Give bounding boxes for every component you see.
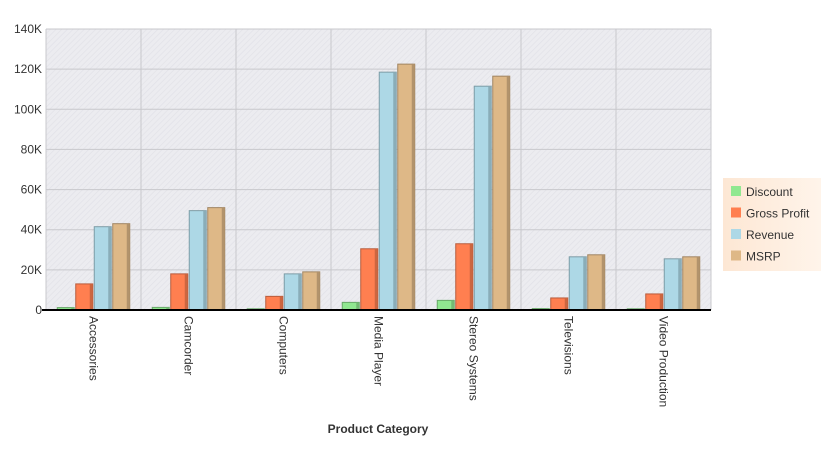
legend-swatch: [731, 250, 741, 261]
legend-item-label: Discount: [746, 185, 793, 199]
bar-edge: [298, 273, 302, 310]
bar-edge: [583, 256, 587, 310]
x-tick-label: Televisions: [562, 316, 576, 375]
y-tick-label: 140K: [14, 22, 42, 36]
legend-item-label: Revenue: [746, 228, 794, 242]
bar-edge: [506, 76, 510, 311]
x-tick-label: Computers: [277, 316, 291, 375]
y-tick-label: 60K: [21, 183, 42, 197]
bar-edge: [221, 207, 225, 310]
legend-item-label: Gross Profit: [746, 207, 810, 221]
legend-item-label: MSRP: [746, 250, 781, 264]
bar-edge: [166, 307, 170, 310]
bar-edge: [678, 258, 682, 310]
x-tick-label: Media Player: [372, 316, 386, 386]
bar-edge: [393, 72, 397, 311]
bar-edge: [601, 254, 605, 310]
x-tick-label: Camcorder: [182, 316, 196, 375]
x-tick-label: Video Production: [657, 316, 671, 407]
y-tick-label: 20K: [21, 263, 42, 277]
bar-edge: [108, 226, 112, 310]
y-tick-label: 80K: [21, 142, 42, 156]
bar-edge: [89, 283, 93, 310]
y-tick-label: 120K: [14, 62, 42, 76]
bar-edge: [488, 86, 492, 310]
x-axis-title: Product Category: [328, 422, 429, 436]
legend-swatch: [731, 229, 741, 239]
bar-edge: [126, 223, 130, 310]
bar-edge: [659, 293, 663, 310]
bar-edge: [279, 296, 283, 310]
bar-edge: [411, 64, 415, 310]
legend-swatch: [731, 186, 741, 196]
bar-edge: [184, 273, 188, 310]
plot-area: [46, 29, 711, 310]
y-tick-label: 40K: [21, 223, 42, 237]
y-tick-label: 0: [35, 303, 42, 317]
bar-edge: [203, 210, 207, 310]
legend-swatch: [731, 207, 741, 218]
bar-edge: [71, 307, 75, 310]
bar-edge: [316, 271, 320, 310]
bar-edge: [451, 300, 455, 310]
bar-edge: [564, 297, 568, 310]
x-tick-label: Accessories: [87, 316, 101, 381]
y-tick-label: 100K: [14, 102, 42, 116]
bar-edge: [374, 248, 378, 310]
bar-edge: [696, 256, 700, 310]
bar-edge: [356, 302, 360, 310]
bar-edge: [469, 243, 473, 310]
x-tick-label: Stereo Systems: [467, 316, 481, 401]
